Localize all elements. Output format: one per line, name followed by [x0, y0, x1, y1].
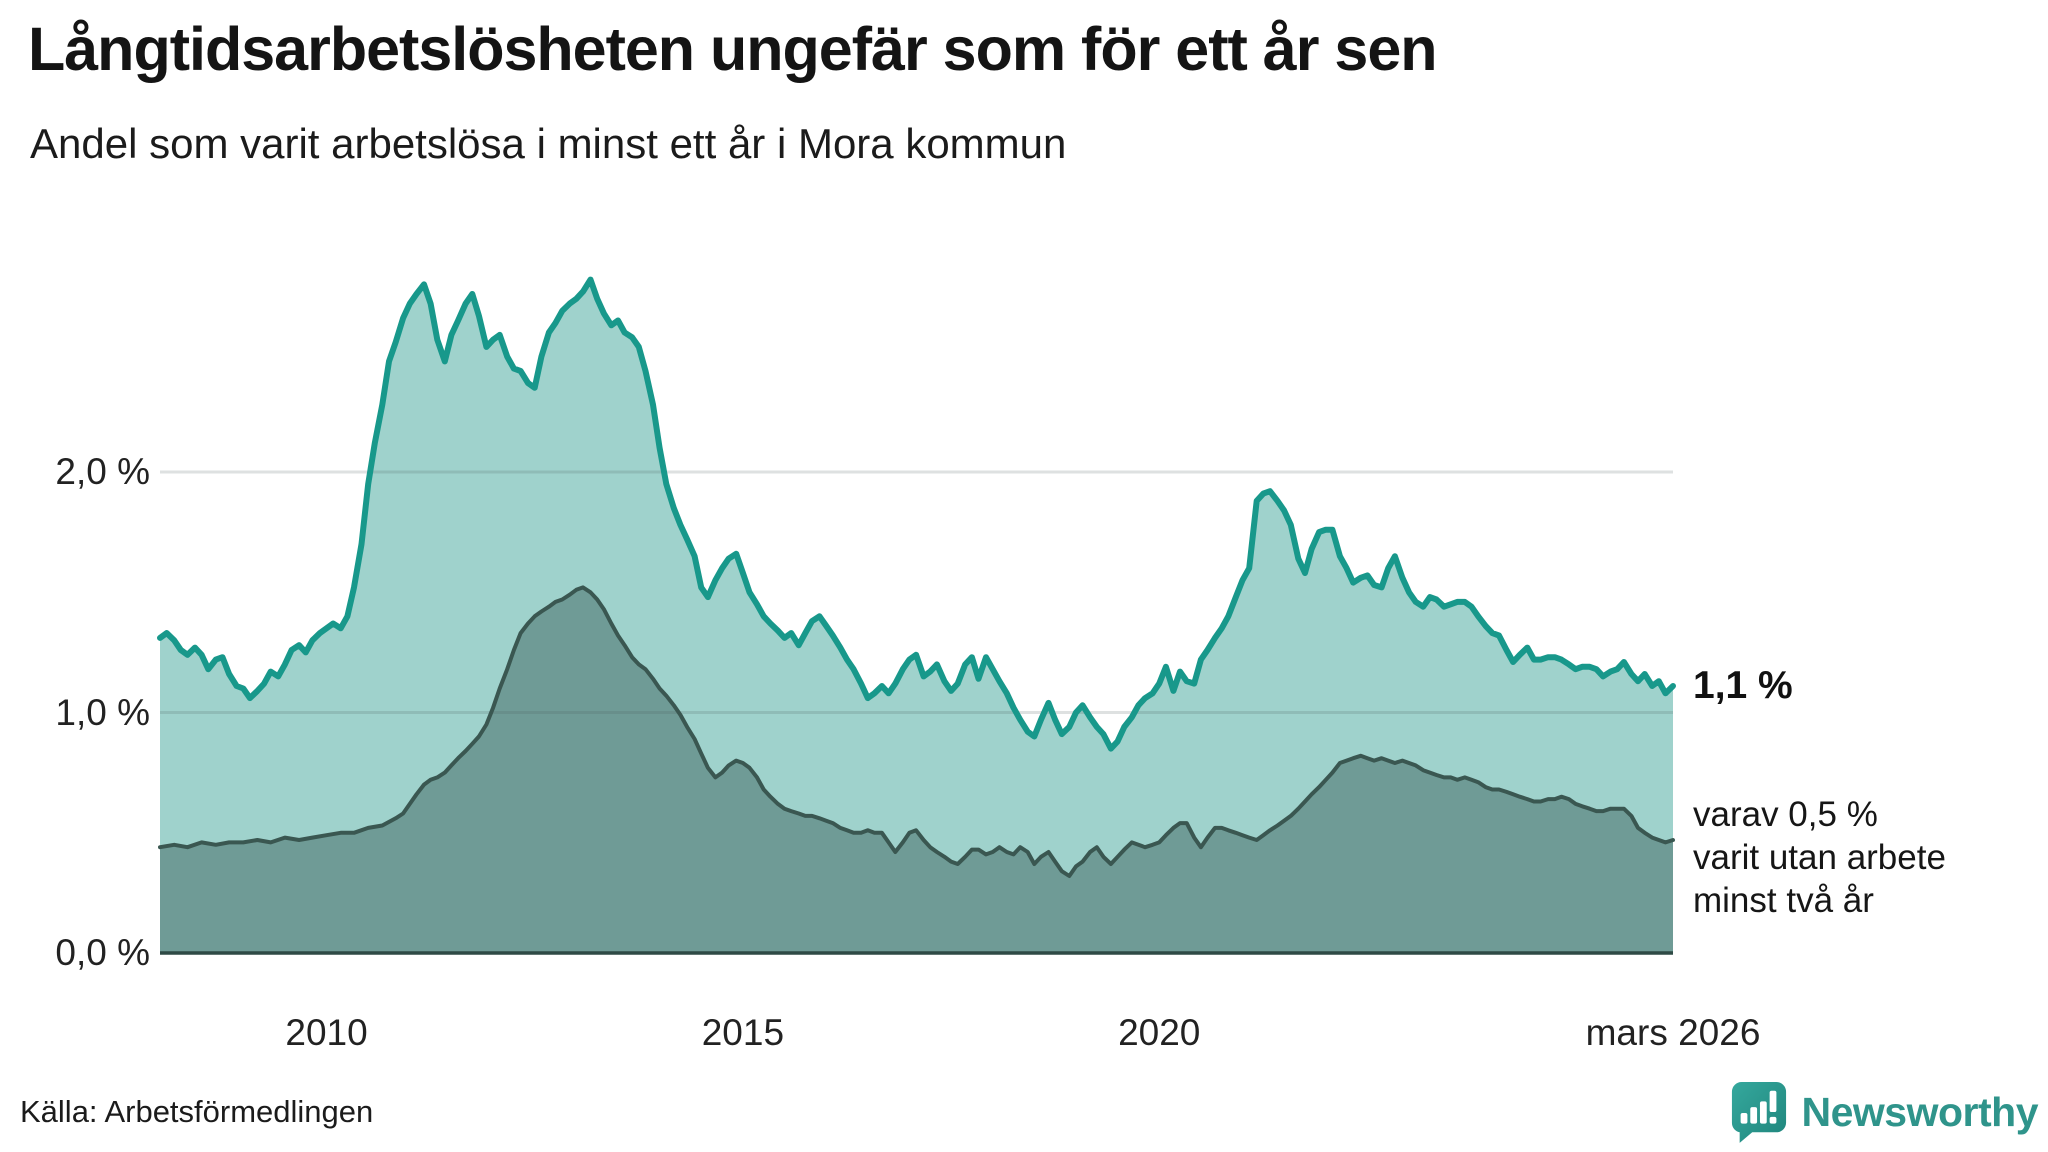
gridlines [160, 470, 1673, 714]
series-line-unemployed-two-years [158, 585, 1675, 878]
annotation-line-1: varav 0,5 % [1693, 795, 1878, 834]
y-axis-label-2: 2,0 % [55, 451, 150, 492]
bar-2 [1749, 1107, 1757, 1124]
chart-subtitle: Andel som varit arbetslösa i minst ett å… [30, 120, 1067, 167]
source-caption: Källa: Arbetsförmedlingen [20, 1094, 374, 1129]
y-axis-label-1: 1,0 % [55, 691, 150, 733]
newsworthy-logo-icon [1731, 1082, 1786, 1143]
bar-3 [1759, 1101, 1767, 1124]
end-value-label: 1,1 % [1693, 664, 1793, 708]
y-axis-label-0: 0,0 % [55, 932, 150, 973]
x-axis-label-mars-2026: mars 2026 [1585, 1012, 1761, 1053]
bar-1 [1740, 1112, 1747, 1124]
x-axis-label-2010: 2010 [285, 1012, 368, 1053]
exclamation-bar [1769, 1090, 1776, 1112]
series-line-unemployed-one-year [157, 276, 1676, 752]
x-axis-label-2020: 2020 [1118, 1012, 1201, 1053]
x-axis-label-2015: 2015 [701, 1012, 785, 1053]
secondary-series-annotation: varav 0,5 % varit utan arbete minst två … [1693, 793, 1946, 922]
exclamation-dot [1769, 1116, 1776, 1124]
newsworthy-brand: Newsworthy [1730, 1080, 2039, 1144]
annotation-line-2: varit utan arbete [1693, 838, 1946, 877]
chart-title: Långtidsarbetslösheten ungefär som för e… [28, 15, 1438, 83]
newsworthy-brand-text: Newsworthy [1801, 1088, 2039, 1135]
annotation-line-3: minst två år [1693, 881, 1874, 920]
speech-bubble-shape [1731, 1082, 1786, 1143]
series-area-unemployed-two-years [160, 587, 1673, 953]
